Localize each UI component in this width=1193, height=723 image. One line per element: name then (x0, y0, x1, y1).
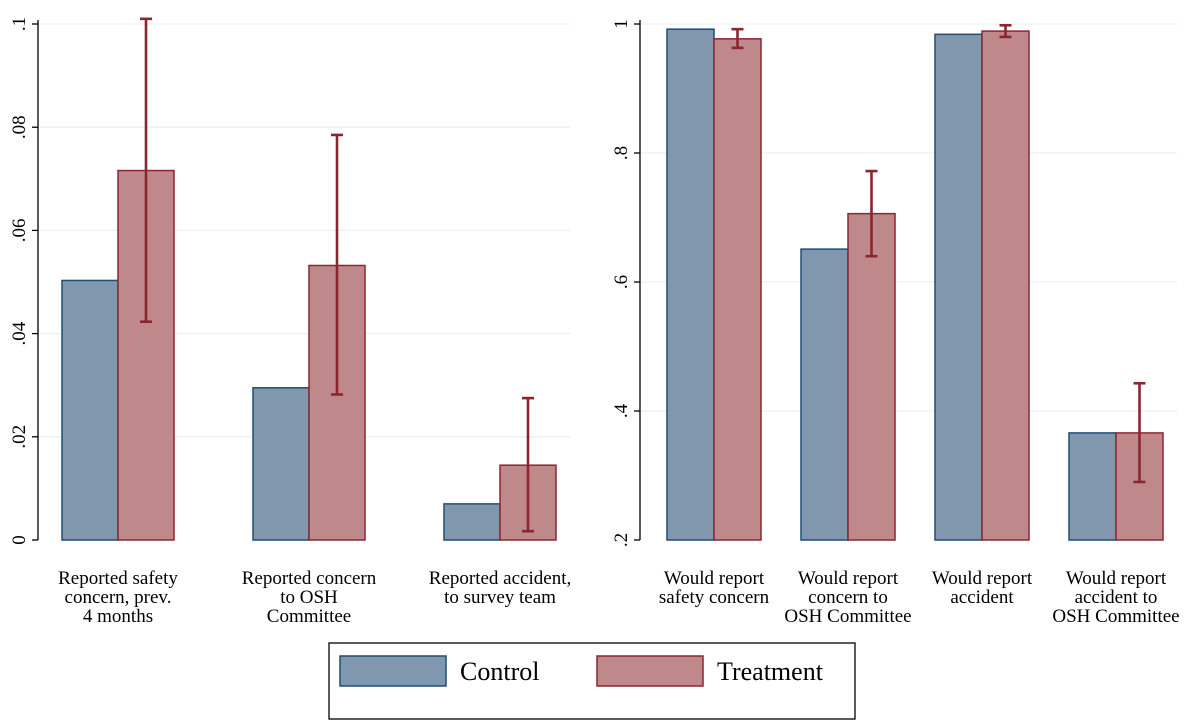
bar-control (1068, 432, 1117, 541)
category-label: Would report accident (932, 568, 1033, 608)
bar-control (800, 248, 849, 541)
category-label: Reported safety concern, prev. 4 months (58, 568, 178, 627)
bar-control (443, 503, 501, 541)
y-tick-label: .2 (611, 533, 632, 547)
category-label: Would report safety concern (659, 568, 770, 608)
legend: Control Treatment (328, 642, 856, 720)
category-label: Would report accident to OSH Committee (1052, 568, 1179, 627)
category-label: Reported accident, to survey team (429, 568, 571, 608)
bar-control (934, 33, 983, 541)
y-tick-label: .06 (9, 219, 30, 243)
y-tick-label: 0 (9, 535, 30, 545)
right-panel: .2 .4 .6 .8 1 Would report safety concern Would… (611, 19, 1180, 627)
category-label: Reported concern to OSH Committee (242, 568, 377, 627)
legend-label-treatment: Treatment (717, 657, 824, 686)
category-label: Would report concern to OSH Committee (784, 568, 911, 627)
y-tick-label: .8 (611, 146, 632, 160)
y-tick-label: .02 (9, 425, 30, 449)
bar-treatment (847, 212, 896, 541)
bar-treatment (981, 30, 1030, 541)
y-tick-label: 1 (611, 19, 632, 29)
bar-treatment (713, 38, 762, 541)
y-tick-label: .08 (9, 115, 30, 139)
y-tick-label: .4 (611, 403, 632, 418)
legend-swatch-control (339, 655, 447, 687)
bar-control (61, 279, 119, 541)
bar-control (666, 28, 715, 541)
legend-swatch-treatment (596, 655, 704, 687)
y-tick-label: .6 (611, 275, 632, 289)
left-panel: 0 .02 .04 .06 .08 .1 Reported safety concern, p… (9, 17, 571, 627)
legend-label-control: Control (460, 657, 539, 686)
y-tick-label: .04 (9, 321, 30, 345)
bar-control (252, 387, 310, 541)
y-tick-label: .1 (9, 17, 30, 31)
